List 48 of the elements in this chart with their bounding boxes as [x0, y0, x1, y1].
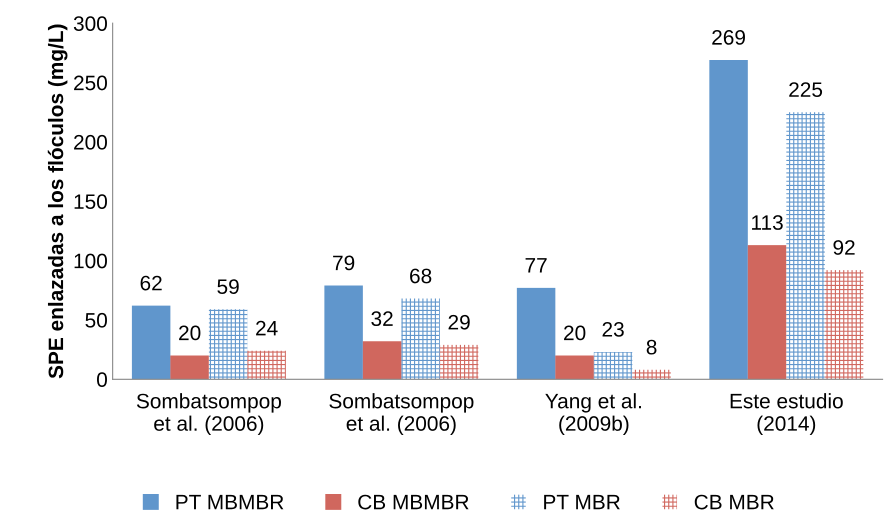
bar [401, 298, 440, 380]
bar [208, 309, 248, 380]
data-label: 8 [646, 340, 656, 355]
data-label: 225 [789, 82, 822, 97]
data-label: 269 [712, 30, 745, 45]
data-label: 24 [256, 320, 278, 336]
bar [786, 112, 825, 380]
bar [748, 245, 786, 380]
x-tick-label: Este estudio (2014) [730, 393, 843, 435]
y-tick-label: 150 [74, 194, 107, 209]
data-label: 29 [448, 314, 470, 330]
y-tick-label: 0 [97, 372, 107, 388]
bar [324, 286, 363, 380]
bar [440, 344, 478, 380]
y-tick-label: 100 [74, 254, 107, 268]
data-label: 23 [602, 322, 624, 337]
bar [247, 350, 286, 380]
data-label: 77 [526, 258, 547, 272]
bar [709, 60, 748, 380]
data-label: 20 [179, 326, 200, 340]
data-label: 113 [752, 215, 783, 230]
data-label: 32 [371, 311, 393, 326]
bar [362, 341, 402, 380]
legend-label: PT MBR [544, 494, 620, 510]
y-tick-label: 50 [85, 312, 107, 328]
legend-label: PT MBMBR [176, 494, 284, 510]
data-label: 62 [140, 276, 162, 290]
bar [824, 270, 864, 380]
data-label: 20 [564, 326, 586, 340]
x-tick-label: Yang et al. (2009b) [545, 393, 641, 435]
y-tick-label: 200 [74, 134, 107, 150]
y-axis-title: SPE enlazadas a los flóculos (mg/L) [48, 24, 68, 378]
data-label: 92 [833, 240, 855, 255]
bar [555, 356, 594, 380]
bar [170, 356, 209, 380]
bar [632, 370, 671, 380]
legend-label: CB MBMBR [358, 494, 469, 510]
x-tick-label: Sombatsompop et al. (2006) [329, 393, 474, 435]
data-label: 79 [333, 256, 354, 270]
data-label: 68 [410, 268, 432, 284]
data-label: 59 [217, 279, 239, 294]
y-tick-label: 300 [74, 16, 107, 31]
bar [132, 306, 170, 380]
bar [594, 352, 632, 380]
bar [516, 288, 556, 380]
legend-label: CB MBR [694, 494, 774, 510]
y-tick-label: 250 [74, 76, 107, 90]
x-tick-label: Sombatsompop et al. (2006) [136, 393, 281, 435]
